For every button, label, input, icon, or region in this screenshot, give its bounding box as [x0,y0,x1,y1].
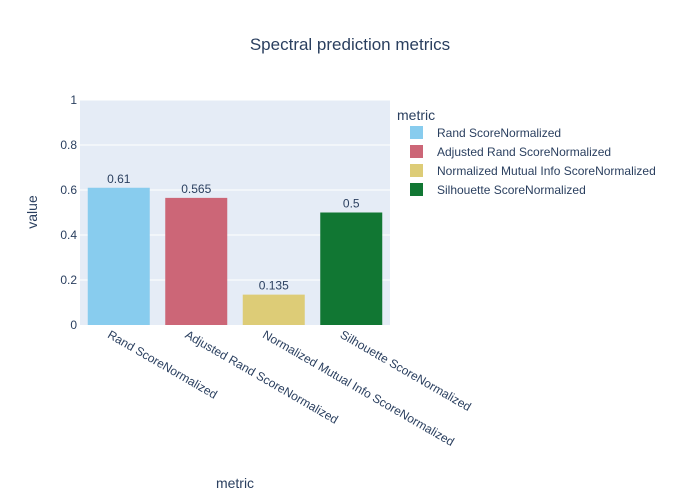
bar-value-label: 0.61 [107,172,131,186]
chart-title: Spectral prediction metrics [250,35,450,54]
legend-swatch [410,126,423,139]
bar [242,294,305,325]
legend-entry: Adjusted Rand ScoreNormalized [437,145,611,159]
x-axis-title: metric [216,475,254,491]
legend-swatch [410,164,423,177]
legend-swatch [410,183,423,196]
y-axis-ticks: 0 0.2 0.4 0.6 0.8 1 [60,93,77,332]
bar [87,187,150,325]
legend: metric Rand ScoreNormalized Adjusted Rand… [397,107,656,197]
bar-value-label: 0.565 [181,182,211,196]
bar-value-label: 0.5 [343,197,360,211]
y-tick-label: 0.6 [60,183,77,197]
y-tick-label: 0 [70,318,77,332]
legend-entry: Silhouette ScoreNormalized [437,183,586,197]
bars [87,187,383,325]
legend-entry: Normalized Mutual Info ScoreNormalized [437,164,656,178]
bar [320,212,383,325]
legend-swatch [410,145,423,158]
y-axis-title: value [24,195,40,229]
bar-value-label: 0.135 [259,279,289,293]
bar-value-labels: 0.61 0.565 0.135 0.5 [107,172,360,293]
y-tick-label: 1 [70,93,77,107]
y-tick-label: 0.4 [60,228,77,242]
y-tick-label: 0.8 [60,138,77,152]
legend-entry: Rand ScoreNormalized [437,126,561,140]
y-tick-label: 0.2 [60,273,77,287]
bar [165,197,228,325]
legend-title: metric [397,107,435,123]
